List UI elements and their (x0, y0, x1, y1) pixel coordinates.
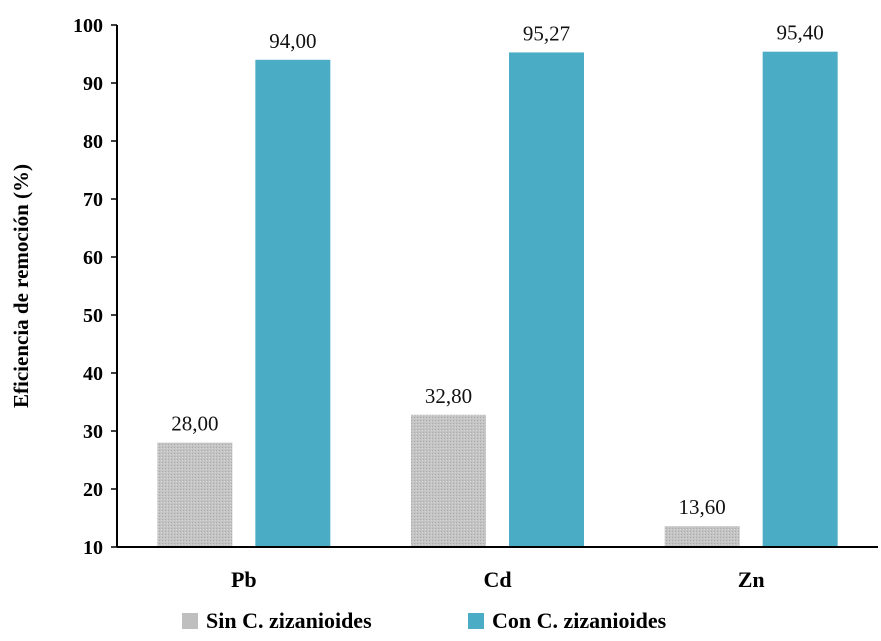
legend-item-sin: Sin C. zizanioides (182, 608, 372, 634)
data-label: 13,60 (679, 495, 726, 519)
y-tick-label: 50 (83, 305, 103, 327)
x-category-label: Pb (231, 567, 257, 592)
legend: Sin C. zizanioides Con C. zizanioides (0, 608, 881, 641)
bar-cd-sin (411, 414, 486, 547)
y-tick-label: 100 (73, 15, 103, 37)
y-tick-label: 60 (83, 247, 103, 269)
y-tick-label: 80 (83, 131, 103, 153)
legend-label-sin: Sin C. zizanioides (206, 608, 372, 633)
y-tick-label: 20 (83, 479, 103, 501)
y-tick-label: 10 (83, 537, 103, 559)
bar-zn-sin (664, 526, 740, 547)
x-category-label: Zn (738, 567, 765, 592)
legend-swatch-sin (182, 613, 198, 629)
data-label: 94,00 (269, 29, 316, 53)
legend-item-con: Con C. zizanioides (468, 608, 666, 634)
bar-zn-con (762, 51, 838, 548)
legend-label-con: Con C. zizanioides (492, 608, 667, 633)
data-label: 28,00 (171, 412, 218, 436)
data-label: 32,80 (425, 384, 472, 408)
x-category-label: Cd (483, 567, 511, 592)
bar-pb-sin (157, 442, 233, 547)
y-tick-label: 70 (83, 189, 103, 211)
y-axis-title: Eficiencia de remoción (%) (9, 164, 33, 408)
y-tick-label: 30 (83, 421, 103, 443)
bar-cd-con (509, 52, 584, 548)
bar-chart: Eficiencia de remoción (%) 10 20 30 40 50 60 7… (9, 15, 878, 592)
data-label: 95,27 (523, 21, 570, 45)
bar-pb-con (255, 59, 331, 548)
data-label: 95,40 (777, 21, 824, 45)
legend-swatch-con (468, 613, 484, 629)
y-tick-label: 90 (83, 73, 103, 95)
y-tick-label: 40 (83, 363, 103, 385)
